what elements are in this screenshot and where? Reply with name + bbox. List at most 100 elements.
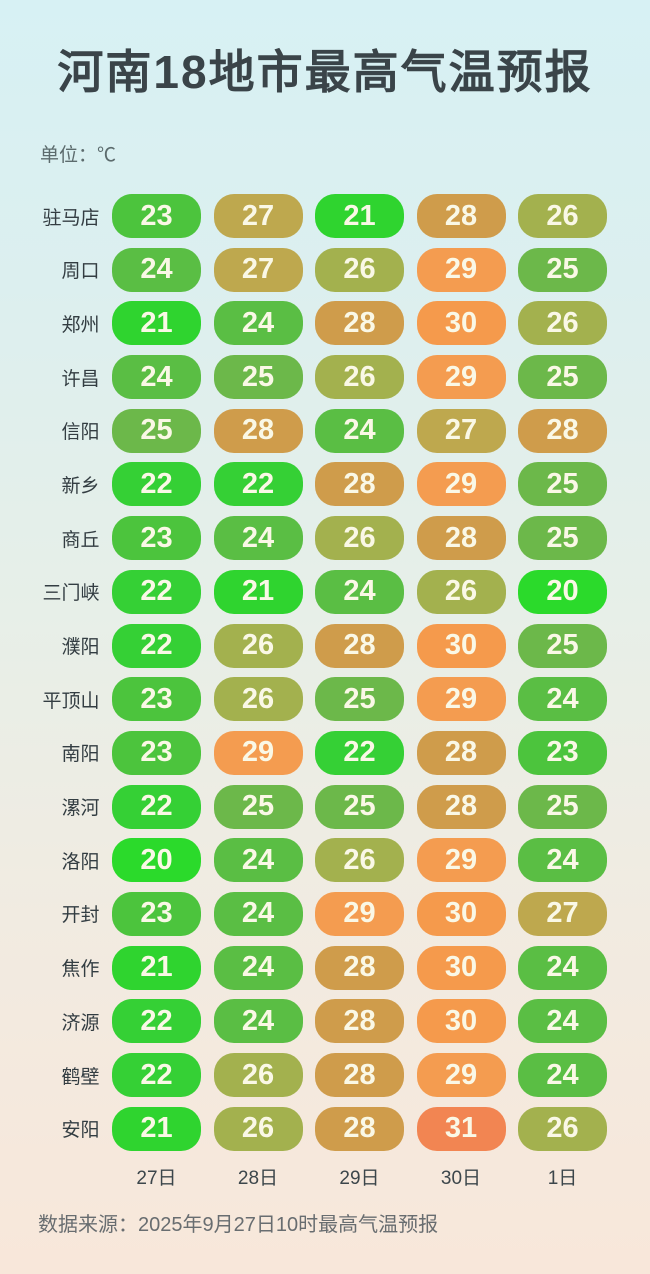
temperature-pill: 26 [213,1053,303,1097]
temperature-pill: 24 [213,838,303,883]
temperature-pill: 22 [112,999,201,1044]
temperature-pill: 26 [518,1106,607,1151]
temperature-table: 驻马店 23 27 21 28 26 周口 24 27 26 29 25 郑州 21 24 28 30 26 许昌 2… [0,194,650,1151]
temperature-pill: 25 [518,623,607,668]
temperature-pill: 24 [213,945,303,990]
city-label: 焦作 [61,959,100,981]
table-row: 商丘 23 24 26 28 25 [0,516,650,561]
temperature-pill: 24 [213,301,303,346]
city-label: 濮阳 [61,637,100,658]
date-axis: 27日 28日 29日 30日 1日 [0,1163,650,1190]
temperature-pill: 24 [518,999,607,1044]
temperature-pill: 24 [112,355,201,400]
city-label: 洛阳 [61,851,100,873]
temperature-pill: 26 [416,569,506,614]
table-row: 平顶山 23 26 25 29 24 [0,677,650,722]
table-row: 漯河 22 25 25 28 25 [0,784,650,829]
city-label: 南阳 [61,744,100,766]
table-row: 济源 22 24 28 30 24 [0,999,650,1044]
temperature-pill: 26 [315,355,404,400]
temperature-pill: 28 [315,462,404,507]
temperature-pill: 24 [518,1053,607,1097]
date-axis-spacer [0,1163,100,1190]
temperature-pill: 21 [315,194,404,238]
table-row: 新乡 22 22 28 29 25 [0,462,650,507]
temperature-pill: 23 [112,730,201,775]
page-title: 河南18地市最高气温预报 [57,46,593,98]
table-row: 鹤壁 22 26 28 29 24 [0,1053,650,1097]
table-row: 焦作 21 24 28 30 24 [0,945,650,990]
temperature-pill: 22 [112,462,201,507]
temperature-pill: 25 [213,784,303,829]
table-row: 开封 23 24 29 30 27 [0,891,650,936]
temperature-pill: 25 [315,677,404,722]
temperature-pill: 28 [315,623,404,668]
temperature-pill: 22 [315,730,404,775]
temperature-pill: 20 [518,569,607,614]
temperature-pill: 25 [518,462,607,507]
temperature-pill: 28 [315,945,404,990]
city-label: 平顶山 [42,690,100,712]
temperature-pill: 25 [518,516,607,561]
temperature-pill: 22 [112,569,201,614]
city-label: 三门峡 [42,583,100,605]
temperature-pill: 22 [112,1053,201,1097]
city-label: 漯河 [61,798,100,820]
temperature-pill: 22 [213,462,303,507]
date-label: 28日 [237,1168,279,1189]
temperature-pill: 24 [112,247,201,292]
table-row: 洛阳 20 24 26 29 24 [0,838,650,883]
temperature-pill: 24 [213,999,303,1044]
temperature-pill: 24 [518,945,607,990]
table-row: 信阳 25 28 24 27 28 [0,408,650,453]
temperature-pill: 26 [213,623,303,668]
city-label: 鹤壁 [61,1066,100,1088]
temperature-pill: 28 [315,301,404,346]
temperature-pill: 25 [112,408,201,453]
temperature-pill: 29 [416,1053,506,1097]
unit-label: 单位：℃ [40,145,117,166]
city-label: 周口 [61,261,100,283]
city-label: 安阳 [61,1120,100,1142]
temperature-pill: 29 [416,677,506,722]
temperature-pill: 29 [416,355,506,400]
city-label: 商丘 [61,529,100,551]
table-row: 许昌 24 25 26 29 25 [0,355,650,400]
temperature-pill: 24 [315,569,404,614]
date-label: 30日 [440,1168,482,1189]
table-row: 驻马店 23 27 21 28 26 [0,194,650,238]
temperature-pill: 21 [213,569,303,614]
temperature-pill: 27 [213,247,303,292]
temperature-pill: 28 [315,1106,404,1151]
temperature-pill: 29 [416,838,506,883]
city-label: 驻马店 [42,207,100,229]
city-label: 郑州 [61,314,100,336]
temperature-pill: 26 [213,1106,303,1151]
city-label: 开封 [61,905,100,927]
temperature-pill: 27 [213,194,303,238]
temperature-pill: 28 [315,999,404,1044]
temperature-pill: 23 [112,677,201,722]
temperature-pill: 25 [518,355,607,400]
temperature-pill: 23 [518,730,607,775]
table-row: 郑州 21 24 28 30 26 [0,301,650,346]
temperature-pill: 23 [112,516,201,561]
date-label: 29日 [339,1168,380,1189]
date-label: 27日 [136,1168,177,1189]
table-row: 南阳 23 29 22 28 23 [0,730,650,775]
temperature-pill: 26 [315,516,404,561]
temperature-pill: 30 [416,945,506,990]
temperature-pill: 26 [315,838,404,883]
temperature-pill: 22 [112,784,201,829]
temperature-pill: 20 [112,838,201,883]
temperature-pill: 25 [315,784,404,829]
table-row: 周口 24 27 26 29 25 [0,247,650,292]
data-source-note: 数据来源：2025年9月27日10时最高气温预报 [38,1214,439,1236]
weather-forecast-infographic: 河南18地市最高气温预报 单位：℃ 驻马店 23 27 21 28 26 周口 24 27 26 2… [0,0,650,1236]
temperature-pill: 28 [315,1053,404,1097]
city-label: 信阳 [61,422,100,444]
temperature-pill: 26 [315,247,404,292]
city-label: 新乡 [61,475,100,497]
temperature-pill: 30 [416,623,506,668]
temperature-pill: 24 [518,838,607,883]
